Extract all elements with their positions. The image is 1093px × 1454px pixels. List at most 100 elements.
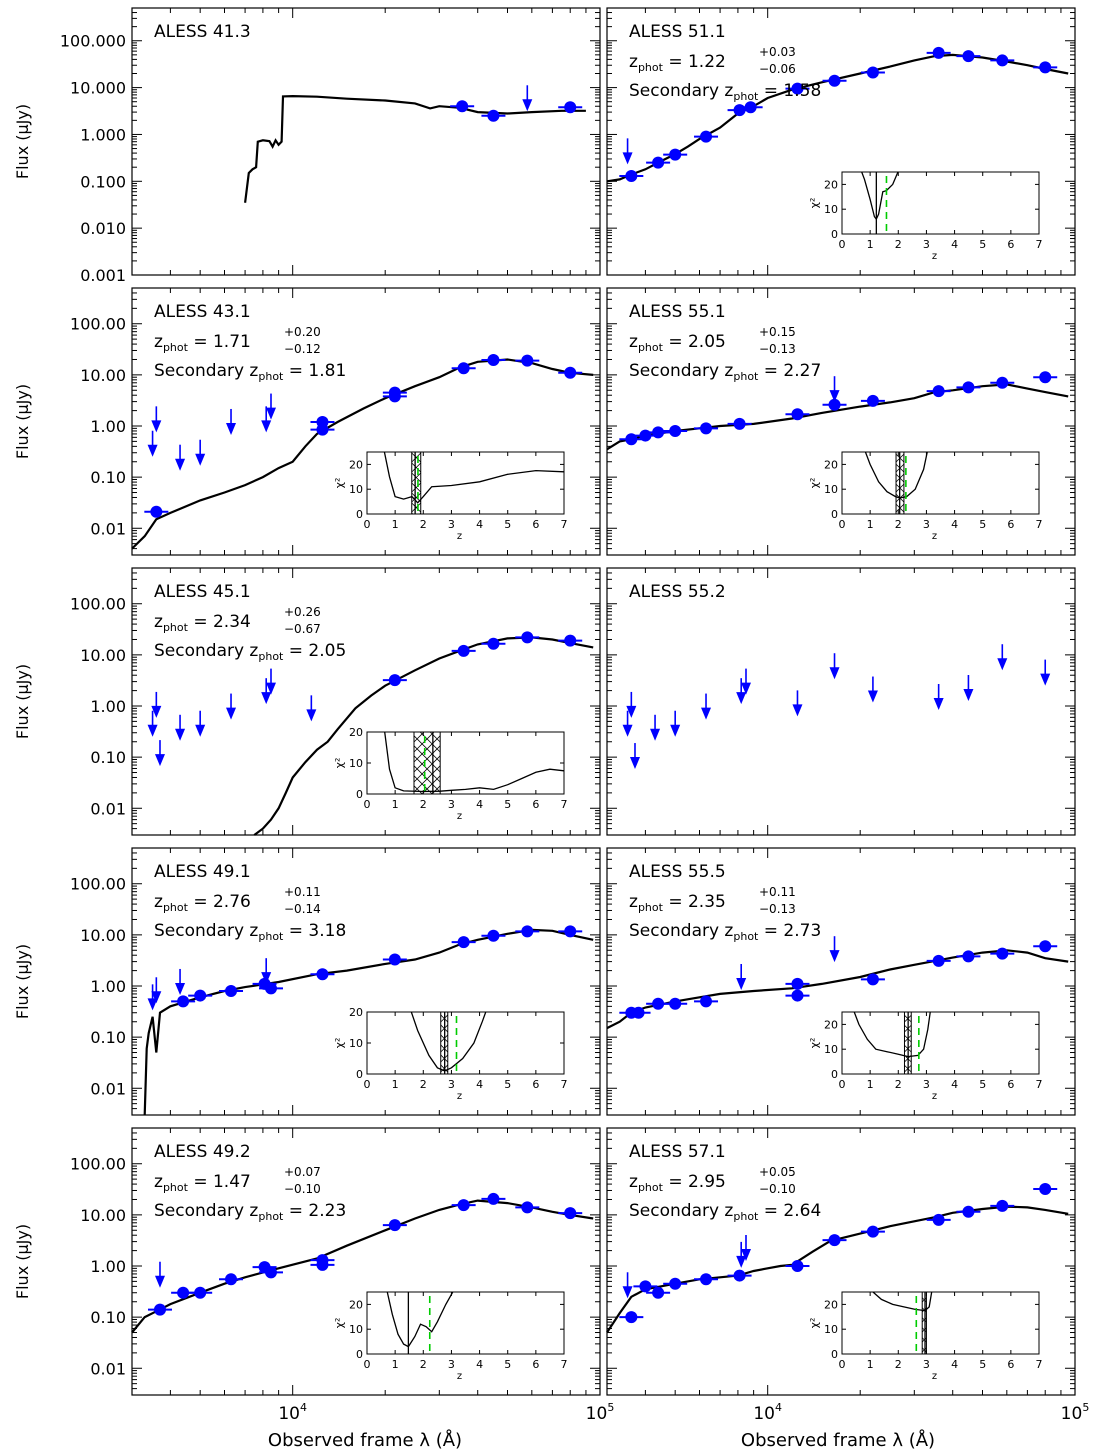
inset-frame bbox=[366, 1291, 565, 1355]
detection-point bbox=[1039, 1183, 1052, 1196]
zphot-upper-error: +0.15 bbox=[759, 325, 796, 339]
inset-x-tick-label: 4 bbox=[951, 518, 958, 531]
inset-y-tick-label: 20 bbox=[349, 1298, 363, 1311]
zphot-upper-error: +0.03 bbox=[759, 45, 796, 59]
y-tick-label: 0.10 bbox=[90, 748, 126, 767]
secondary-subscript: phot bbox=[258, 650, 284, 663]
detection-point bbox=[388, 1219, 401, 1232]
panel-frame bbox=[131, 567, 601, 836]
panel-frame bbox=[606, 847, 1076, 1116]
down-arrow-icon bbox=[147, 724, 158, 737]
down-arrow-icon bbox=[306, 709, 317, 722]
inset-x-label: z bbox=[932, 1091, 937, 1102]
down-arrow-icon bbox=[175, 982, 186, 995]
inset-frame bbox=[841, 1011, 1040, 1075]
detection-point bbox=[866, 394, 879, 407]
detection-point bbox=[962, 950, 975, 963]
down-arrow-icon bbox=[147, 444, 158, 457]
down-arrow-icon bbox=[933, 698, 944, 711]
y-tick-label: 10.00 bbox=[80, 646, 126, 665]
panel-title: ALESS 57.1 bbox=[629, 1142, 726, 1162]
down-arrow-icon bbox=[829, 667, 840, 680]
zphot-subscript: phot bbox=[163, 1181, 189, 1194]
detection-point bbox=[828, 74, 841, 87]
inset-y-tick-label: 20 bbox=[824, 1018, 838, 1031]
zphot-value: = 2.76 bbox=[188, 892, 251, 912]
chi2-inset: 0 1 2 3 4 5 6 7 0 10 20 z χ² bbox=[333, 726, 568, 822]
secondary-zphot-value: = 3.18 bbox=[283, 921, 346, 941]
down-arrow-icon bbox=[629, 757, 640, 770]
down-arrow-icon bbox=[154, 1275, 165, 1288]
zphot-subscript: phot bbox=[638, 901, 664, 914]
inset-x-tick-label: 2 bbox=[895, 1358, 902, 1371]
zphot-subscript: phot bbox=[638, 61, 664, 74]
detection-point bbox=[564, 366, 577, 379]
inset-x-tick-label: 4 bbox=[476, 798, 483, 811]
inset-y-tick-label: 20 bbox=[349, 458, 363, 471]
inset-x-tick-label: 5 bbox=[979, 1078, 986, 1091]
inset-x-tick-label: 0 bbox=[839, 518, 846, 531]
inset-x-tick-label: 0 bbox=[839, 238, 846, 251]
hatch-line bbox=[447, 1012, 448, 1013]
y-tick-label: 0.01 bbox=[90, 799, 126, 818]
secondary-zphot-value: = 2.23 bbox=[283, 1201, 346, 1221]
panel-title: ALESS 55.2 bbox=[629, 582, 726, 602]
secondary-zphot-label: Secondary zphot = 1.58 bbox=[629, 81, 821, 103]
hatch-line bbox=[413, 765, 441, 793]
detection-point bbox=[791, 82, 804, 95]
down-arrow-icon bbox=[736, 978, 747, 991]
secondary-subscript: phot bbox=[258, 930, 284, 943]
down-arrow-icon bbox=[736, 692, 747, 705]
down-arrow-icon bbox=[154, 754, 165, 767]
hatch-line bbox=[921, 1347, 927, 1353]
secondary-word: Secondary z bbox=[154, 1201, 258, 1221]
zphot-value: = 2.95 bbox=[663, 1172, 726, 1192]
secondary-word: Secondary z bbox=[154, 921, 258, 941]
down-arrow-icon bbox=[792, 704, 803, 717]
inset-x-tick-label: 7 bbox=[1036, 518, 1043, 531]
hatch-line bbox=[413, 755, 441, 783]
detection-point bbox=[194, 1286, 207, 1299]
detection-point bbox=[225, 984, 238, 997]
x-tick-label: 105 bbox=[1061, 1401, 1090, 1424]
inset-frame bbox=[841, 171, 1040, 235]
zphot-symbol: z bbox=[154, 1172, 163, 1192]
hatch-line bbox=[904, 1075, 911, 1082]
hatch-line bbox=[896, 452, 897, 453]
panel-frame bbox=[131, 7, 601, 276]
down-arrow-icon bbox=[997, 658, 1008, 671]
inset-x-tick-label: 7 bbox=[561, 518, 568, 531]
chi2-curve bbox=[853, 1012, 931, 1058]
inset-x-label: z bbox=[932, 531, 937, 542]
inset-x-tick-label: 6 bbox=[1007, 1078, 1014, 1091]
detection-point bbox=[316, 1258, 329, 1271]
detection-point bbox=[632, 1006, 645, 1019]
x-axis-label-left: Observed frame λ (Å) bbox=[268, 1429, 462, 1451]
y-tick-label: 0.001 bbox=[80, 266, 126, 285]
detection-point bbox=[828, 1234, 841, 1247]
secondary-subscript: phot bbox=[258, 370, 284, 383]
detection-point bbox=[388, 953, 401, 966]
chi2-curve bbox=[864, 452, 928, 499]
detection-point bbox=[866, 66, 879, 79]
inset-y-label: χ² bbox=[333, 1038, 346, 1049]
detection-point bbox=[733, 1269, 746, 1282]
detection-point bbox=[150, 505, 163, 518]
inset-x-tick-label: 5 bbox=[979, 238, 986, 251]
zphot-upper-error: +0.26 bbox=[284, 605, 321, 619]
inset-x-tick-label: 5 bbox=[504, 798, 511, 811]
detection-point bbox=[700, 1273, 713, 1286]
inset-x-tick-label: 2 bbox=[420, 798, 427, 811]
secondary-zphot-label: Secondary zphot = 2.27 bbox=[629, 361, 821, 383]
detection-point bbox=[932, 1213, 945, 1226]
down-arrow-icon bbox=[622, 152, 633, 165]
hatch-line bbox=[921, 1317, 927, 1323]
y-tick-label: 0.01 bbox=[90, 1359, 126, 1378]
detection-point bbox=[700, 130, 713, 143]
hatch-line bbox=[921, 1337, 927, 1343]
secondary-subscript: phot bbox=[733, 1210, 759, 1223]
detection-point bbox=[932, 385, 945, 398]
down-arrow-icon bbox=[151, 991, 162, 1004]
